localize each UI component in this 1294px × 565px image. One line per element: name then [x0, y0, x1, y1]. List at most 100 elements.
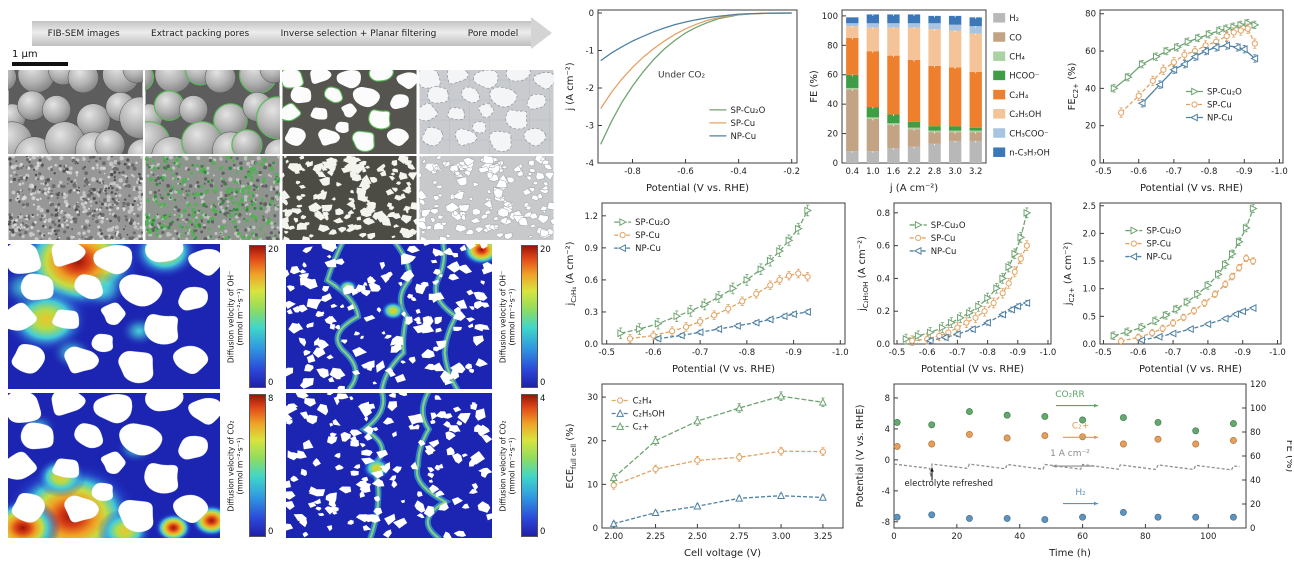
colorbar-max: 4	[540, 394, 546, 404]
colorbar-title: Diffusion velocity of CO₂	[498, 420, 508, 511]
svg-text:-0.8: -0.8	[979, 348, 996, 358]
svg-text:8: 8	[885, 394, 890, 404]
svg-text:SP-Cu₂O: SP-Cu₂O	[1207, 88, 1242, 98]
svg-text:Potential (V vs. RHE): Potential (V vs. RHE)	[646, 183, 749, 194]
workflow-step: Inverse selection + Planar filtering	[280, 28, 437, 39]
svg-text:electrolyte refreshed: electrolyte refreshed	[905, 479, 994, 489]
svg-text:-1.0: -1.0	[1269, 348, 1286, 358]
svg-text:0: 0	[891, 532, 896, 542]
svg-text:SP-Cu: SP-Cu	[931, 234, 956, 244]
np-pore-model-image	[419, 156, 554, 240]
svg-text:SP-Cu: SP-Cu	[1207, 101, 1232, 111]
sp-inverse-selection-image	[282, 70, 417, 154]
svg-text:0.4: 0.4	[846, 167, 860, 177]
svg-text:Potential (V vs. RHE): Potential (V vs. RHE)	[672, 364, 775, 375]
svg-text:1.6: 1.6	[887, 167, 901, 177]
svg-text:-0.6: -0.6	[919, 348, 936, 358]
svg-text:0.6: 0.6	[584, 276, 598, 286]
sp-pore-model-image	[419, 70, 554, 154]
svg-text:-0.9: -0.9	[785, 348, 802, 358]
svg-text:jC₂H₄ (A cm⁻²): jC₂H₄ (A cm⁻²)	[565, 241, 578, 306]
svg-text:SP-Cu: SP-Cu	[730, 119, 755, 129]
svg-text:100: 100	[1250, 404, 1266, 414]
svg-text:3.00: 3.00	[772, 532, 791, 542]
svg-text:20: 20	[587, 437, 598, 447]
svg-text:SP-Cu₂O: SP-Cu₂O	[931, 221, 966, 231]
svg-text:2.25: 2.25	[646, 532, 665, 542]
svg-text:2.50: 2.50	[688, 532, 707, 542]
svg-text:j (A cm⁻²): j (A cm⁻²)	[565, 62, 576, 111]
svg-text:0.4: 0.4	[876, 274, 890, 284]
colorbar-gradient	[249, 394, 266, 537]
chart-stability: 0 20 40 60 80 100 -8 -4 0 4 8 0 20 40 60 80 100 120 Time (…	[852, 377, 1292, 561]
svg-text:2.2: 2.2	[907, 167, 921, 177]
workflow-step: Extract packing pores	[151, 28, 250, 39]
svg-text:Under CO₂: Under CO₂	[658, 70, 705, 80]
svg-text:1.0: 1.0	[1082, 285, 1096, 295]
sem-row-np	[0, 154, 562, 240]
svg-text:0.0: 0.0	[876, 340, 890, 350]
svg-text:Cell voltage (V): Cell voltage (V)	[684, 548, 761, 559]
svg-text:Potential (V vs. RHE): Potential (V vs. RHE)	[1139, 364, 1242, 375]
svg-text:-0.6: -0.6	[1130, 167, 1147, 177]
svg-text:CH₃COO⁻: CH₃COO⁻	[1009, 129, 1049, 139]
svg-text:-0.9: -0.9	[1009, 348, 1026, 358]
workflow-arrow-head-icon	[531, 17, 552, 49]
svg-text:3.0: 3.0	[948, 167, 962, 177]
svg-text:SP-Cu: SP-Cu	[635, 231, 660, 241]
svg-text:C₂H₄: C₂H₄	[1009, 91, 1029, 101]
colorbar-co2-np: Diffusion velocity of CO₂ (mmol m⁻²·s⁻¹)…	[494, 393, 556, 538]
chart-row-3: 2.00 2.25 2.50 2.75 3.00 3.25 0 10 20 30 Cell volt…	[562, 377, 1294, 561]
svg-text:-1.0: -1.0	[1271, 167, 1288, 177]
workflow-banner: FIB-SEM images Extract packing pores Inv…	[32, 17, 552, 49]
colorbar-title: Diffusion velocity of OH⁻	[226, 270, 236, 363]
svg-text:C₂H₅OH: C₂H₅OH	[633, 410, 665, 420]
svg-text:0: 0	[833, 159, 838, 169]
svg-text:-1.0: -1.0	[1040, 348, 1057, 358]
svg-text:CO: CO	[1009, 33, 1022, 43]
colorbar-co2-sp: Diffusion velocity of CO₂ (mmol m⁻²·s⁻¹)…	[222, 393, 284, 538]
svg-text:NP-Cu: NP-Cu	[730, 132, 756, 142]
co2-diffusion-map-np	[286, 393, 492, 538]
svg-text:-0.9: -0.9	[1234, 348, 1251, 358]
chart-j-c2h4: -0.5 -0.6 -0.7 -0.8 -0.9 -1.0 0.0 0.3 0.6 0.9 1.2 P…	[562, 196, 854, 377]
svg-text:20: 20	[827, 130, 838, 140]
svg-text:-1: -1	[586, 47, 594, 57]
svg-text:-0.7: -0.7	[692, 348, 709, 358]
sem-image-np	[8, 156, 143, 240]
svg-text:-4: -4	[586, 159, 594, 169]
svg-text:1.0: 1.0	[866, 167, 880, 177]
svg-text:40: 40	[827, 100, 838, 110]
heatmap-row-oh: Diffusion velocity of OH⁻ (mmol m⁻²·s⁻¹)…	[0, 244, 562, 389]
svg-text:0: 0	[1250, 524, 1255, 534]
svg-text:-0.4: -0.4	[730, 167, 747, 177]
colorbar-units: (mmol m⁻²·s⁻¹)	[235, 287, 245, 346]
colorbar-units: (mmol m⁻²·s⁻¹)	[507, 287, 517, 346]
svg-text:C₂H₄: C₂H₄	[633, 397, 653, 407]
svg-text:-0.6: -0.6	[677, 167, 694, 177]
svg-text:-0.5: -0.5	[598, 348, 615, 358]
svg-text:100: 100	[1200, 532, 1216, 542]
heatmap-row-co2: Diffusion velocity of CO₂ (mmol m⁻²·s⁻¹)…	[0, 393, 562, 538]
svg-text:0: 0	[589, 9, 594, 19]
svg-text:3.25: 3.25	[813, 532, 832, 542]
svg-text:-2: -2	[586, 84, 594, 94]
colorbar-gradient	[521, 394, 538, 537]
svg-text:C₂H₅OH: C₂H₅OH	[1009, 110, 1041, 120]
svg-text:-0.5: -0.5	[889, 348, 906, 358]
svg-text:30: 30	[587, 393, 598, 403]
svg-text:SP-Cu: SP-Cu	[1146, 240, 1171, 250]
svg-text:0.2: 0.2	[876, 307, 890, 317]
colorbar-gradient	[521, 245, 538, 388]
svg-text:0: 0	[593, 524, 598, 534]
colorbar-units: (mmol m⁻²·s⁻¹)	[507, 436, 517, 495]
sem-image-sp	[8, 70, 143, 154]
svg-text:40: 40	[1085, 84, 1096, 94]
svg-text:1 A cm⁻²: 1 A cm⁻²	[1050, 449, 1090, 459]
svg-text:60: 60	[827, 71, 838, 81]
svg-text:j (A cm⁻²): j (A cm⁻²)	[889, 183, 938, 194]
svg-text:H₂: H₂	[1075, 488, 1086, 498]
svg-text:H₂: H₂	[1009, 14, 1019, 24]
svg-text:100: 100	[822, 12, 838, 22]
svg-text:n-C₃H₇OH: n-C₃H₇OH	[1009, 148, 1050, 158]
